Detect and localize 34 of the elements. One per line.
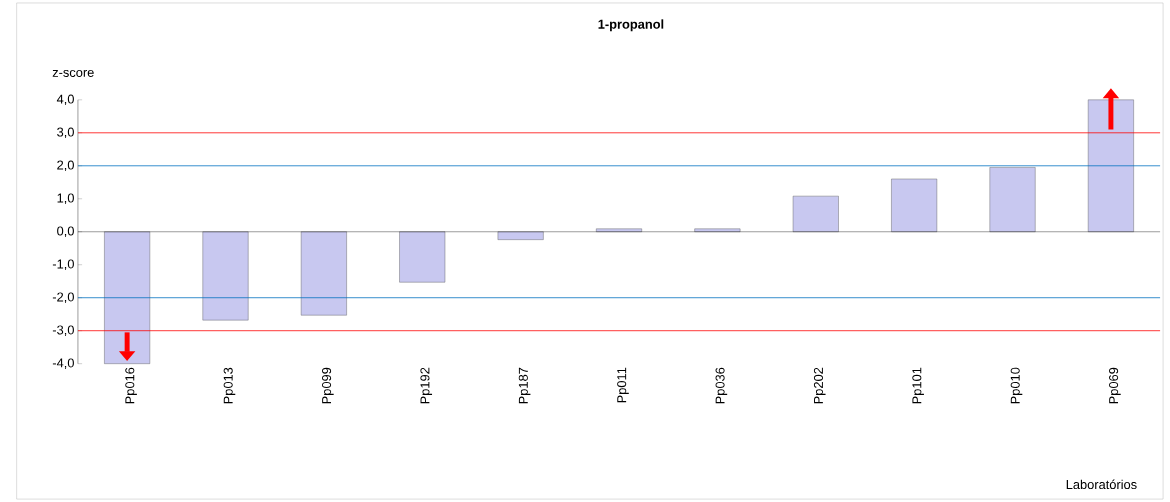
y-tick-label: -1,0	[52, 259, 74, 271]
y-tick-label: 2,0	[57, 160, 74, 172]
y-tick-label: -2,0	[52, 292, 74, 304]
y-tick-label: -4,0	[52, 358, 74, 369]
y-tick-label: -3,0	[52, 325, 74, 336]
x-tick-label: Pp101	[912, 367, 924, 404]
bar	[891, 178, 938, 232]
bar	[596, 228, 642, 232]
x-tick-label: Pp036	[715, 367, 728, 404]
bar	[1087, 99, 1134, 232]
y-tick-label: 0,0	[57, 226, 74, 238]
text: Laboratórios	[1066, 479, 1137, 490]
bar	[399, 231, 446, 283]
bar	[202, 231, 249, 321]
bar	[497, 231, 544, 240]
x-tick-label: Pp010	[1010, 367, 1023, 404]
x-tick-label: Pp187	[518, 367, 531, 404]
x-tick-label: Pp099	[322, 367, 334, 404]
x-tick-label: Pp011	[617, 367, 629, 403]
y-tick-label: 1,0	[57, 193, 74, 205]
x-tick-label: Pp192	[420, 367, 433, 404]
y-tick-label: 3,0	[57, 127, 74, 139]
x-tick-label: Pp016	[125, 367, 137, 404]
x-tick-label: Pp069	[1109, 367, 1121, 404]
x-tick-label: Pp202	[813, 367, 826, 404]
bar	[792, 195, 839, 232]
chart-title: 1-propanol	[598, 19, 664, 32]
y-axis-title: z-score	[52, 69, 94, 77]
y-tick-label: 4,0	[56, 94, 74, 106]
x-tick-label: Pp013	[223, 367, 236, 404]
bar	[989, 167, 1036, 232]
bar	[300, 231, 347, 316]
bar	[104, 231, 151, 364]
bar	[694, 228, 741, 232]
